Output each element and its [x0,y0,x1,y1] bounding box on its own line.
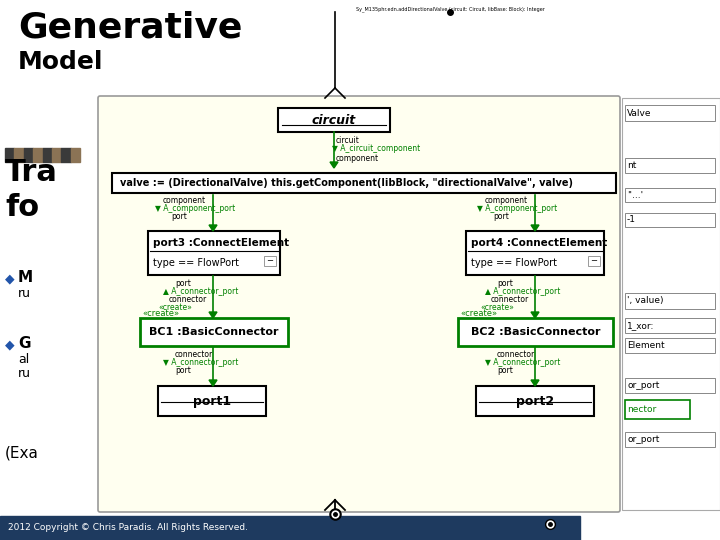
Text: ▲ A_connector_port: ▲ A_connector_port [163,287,238,296]
Bar [625,293,715,309]
Polygon shape [531,380,539,386]
Text: port: port [171,212,187,221]
Text: or_port: or_port [627,381,660,390]
Text: ▼ A_component_port: ▼ A_component_port [155,204,235,213]
Text: −: − [266,256,274,266]
Bar [140,318,288,346]
Text: port3 :ConnectElement: port3 :ConnectElement [153,238,289,248]
Polygon shape [209,380,217,386]
Text: port: port [497,279,513,288]
Text: M: M [18,270,33,285]
Text: ▲ A_connector_port: ▲ A_connector_port [485,287,560,296]
Text: circuit: circuit [336,136,360,145]
Bar [42,148,52,162]
Text: ▼ A_circuit_component: ▼ A_circuit_component [332,144,420,153]
Text: ru: ru [18,287,31,300]
Bar [625,378,715,393]
Text: connector: connector [175,350,213,359]
Bar [588,256,600,266]
Text: valve := (DirectionalValve) this.getComponent(libBlock, "directionalValve", valv: valve := (DirectionalValve) this.getComp… [120,178,573,188]
Text: component: component [485,196,528,205]
Text: ''...': ''...' [627,191,643,199]
Bar [33,148,42,162]
Text: ru: ru [18,367,31,380]
Text: ▼ A_component_port: ▼ A_component_port [477,204,557,213]
Text: type == FlowPort: type == FlowPort [153,258,239,268]
Text: port: port [497,366,513,375]
Text: or_port: or_port [627,435,660,444]
Text: Sy_M135phr.edn.addDirectionalValve (circuit: Circuit, libBase: Block): Integer: Sy_M135phr.edn.addDirectionalValve (circ… [356,6,544,12]
Text: fo: fo [5,193,39,222]
Bar [476,386,594,416]
Text: connector: connector [169,295,207,304]
Text: Generative: Generative [18,10,243,44]
Text: Valve: Valve [627,109,652,118]
Text: Model: Model [18,50,104,74]
Text: nt: nt [627,161,636,170]
Bar [52,148,61,162]
Polygon shape [209,225,217,231]
Bar [24,148,33,162]
Bar [458,318,613,346]
Text: (Exa: (Exa [5,445,39,460]
Bar [625,318,715,333]
Text: port1: port1 [193,395,231,408]
Bar [158,386,266,416]
Bar [625,188,715,202]
Text: type == FlowPort: type == FlowPort [471,258,557,268]
Text: ▼ A_connector_port: ▼ A_connector_port [485,358,560,367]
Bar [5,148,14,162]
Text: component: component [163,196,206,205]
Text: ◆: ◆ [5,338,14,351]
Text: «create»: «create» [158,303,192,312]
Bar [625,158,715,173]
Bar [466,231,604,275]
Text: BC2 :BasicConnector: BC2 :BasicConnector [471,327,600,337]
Bar [278,108,390,132]
Text: Element: Element [627,341,665,350]
Text: ', value): ', value) [627,296,664,306]
Polygon shape [209,312,217,318]
Text: component: component [336,154,379,163]
Polygon shape [330,162,338,168]
Text: port: port [493,212,509,221]
Text: 1_xor:: 1_xor: [627,321,654,330]
Text: ◆: ◆ [5,272,14,285]
Bar [14,148,24,162]
FancyBboxPatch shape [98,96,620,512]
Polygon shape [531,312,539,318]
Bar [71,148,80,162]
Text: -1: -1 [627,215,636,225]
Text: Tra: Tra [5,158,58,187]
Text: ▼ A_connector_port: ▼ A_connector_port [163,358,238,367]
Text: G: G [18,336,30,351]
Bar [264,256,276,266]
Text: «create»: «create» [480,303,514,312]
Bar [625,432,715,447]
Text: BC1 :BasicConnector: BC1 :BasicConnector [149,327,279,337]
Text: connector: connector [491,295,529,304]
Text: 2012 Copyright © Chris Paradis. All Rights Reserved.: 2012 Copyright © Chris Paradis. All Righ… [8,523,248,532]
Text: port2: port2 [516,395,554,408]
Text: circuit: circuit [312,113,356,126]
Bar [622,98,720,510]
Text: port: port [175,366,191,375]
Text: al: al [18,353,30,366]
Bar [625,213,715,227]
Bar [112,173,616,193]
Text: −: − [590,256,598,266]
Bar [148,231,280,275]
Text: «create»: «create» [460,309,497,318]
Text: «create»: «create» [142,309,179,318]
Polygon shape [531,225,539,231]
Bar [625,338,715,353]
Text: connector: connector [497,350,535,359]
Text: nector: nector [627,405,656,414]
Bar [61,148,71,162]
Bar [625,105,715,121]
Text: port: port [175,279,191,288]
Bar [625,400,690,419]
Bar [0,516,580,540]
Text: port4 :ConnectElement: port4 :ConnectElement [471,238,607,248]
